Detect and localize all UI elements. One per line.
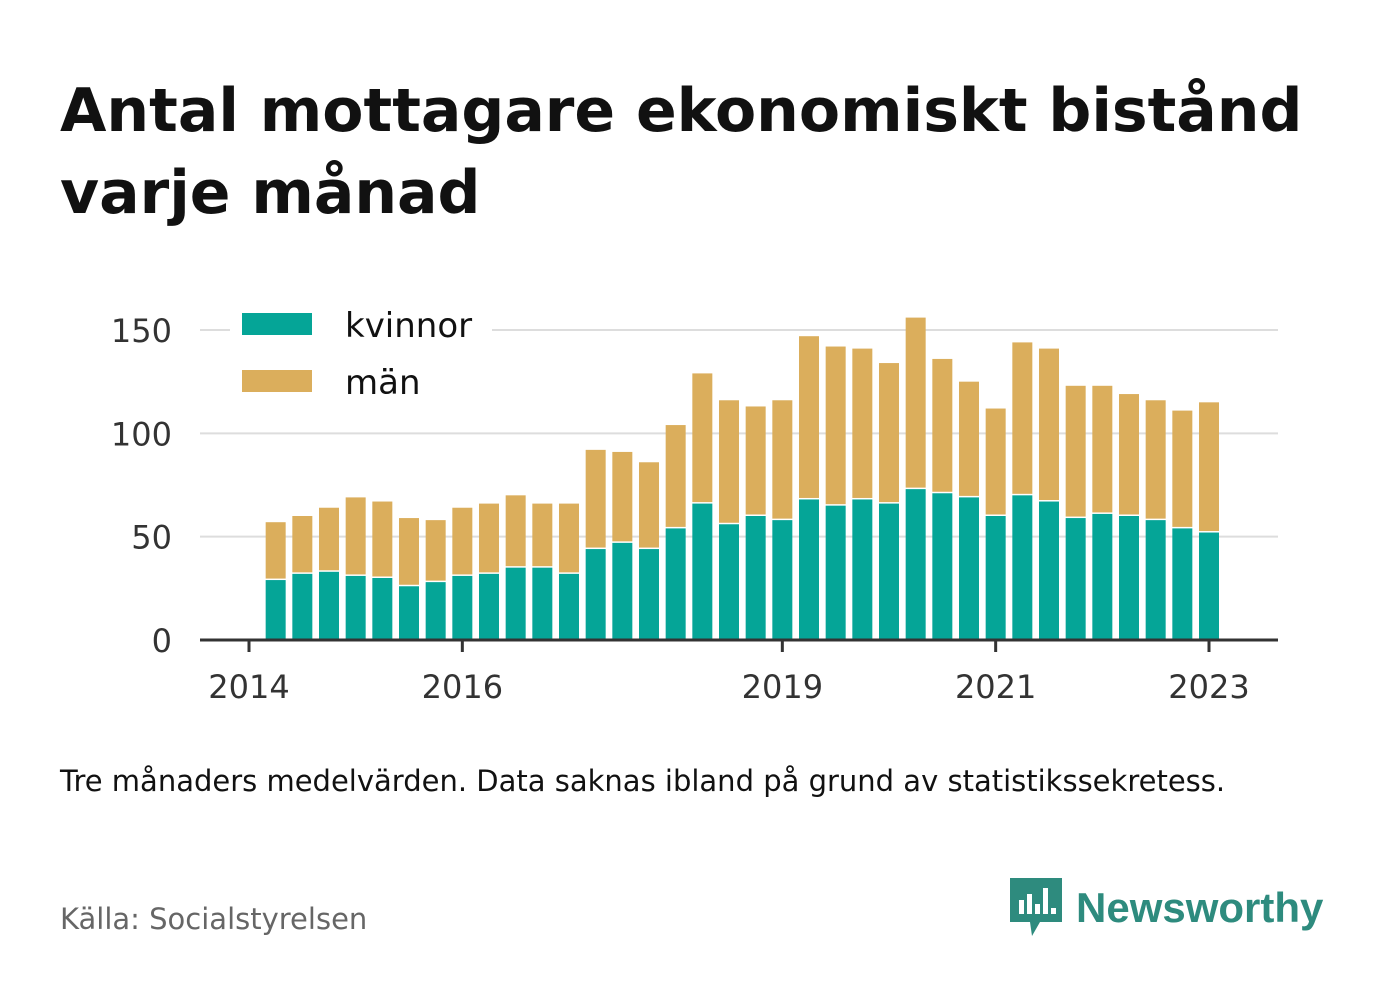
bar-man [559,503,579,573]
bar-man [905,317,926,488]
bar-man [612,451,633,542]
bar-man [719,400,739,523]
bar-kvinnor [905,489,926,640]
legend-swatch-man [242,370,312,392]
bar-kvinnor [1199,532,1219,640]
bar-kvinnor [345,575,366,640]
source-text: Källa: Socialstyrelsen [60,902,368,936]
bar-kvinnor [1145,520,1166,640]
y-tick-label: 50 [131,519,172,557]
bar-kvinnor [772,520,793,640]
bar-kvinnor [665,528,686,640]
bar-kvinnor [452,575,473,640]
x-tick-label: 2023 [1168,668,1249,706]
bar-man [879,363,899,503]
bar-man [425,520,446,581]
bar-man [345,497,366,575]
brand-name: Newsworthy [1076,884,1324,931]
legend: kvinnor män [230,300,492,404]
bar-man [1145,400,1166,519]
legend-swatch-kvinnor [242,313,312,335]
bar-kvinnor [292,573,313,640]
bar-kvinnor [1012,495,1033,640]
bar-kvinnor [959,497,979,640]
bar-man [479,503,499,573]
bar-man [985,408,1006,515]
bar-man [399,518,419,585]
bar-kvinnor [505,567,526,640]
bar-kvinnor [265,580,286,640]
bar-kvinnor [1065,518,1086,640]
bar-kvinnor [425,582,446,640]
bar-man [1119,394,1139,515]
y-tick-label: 0 [152,622,172,660]
x-tick-label: 2021 [955,668,1036,706]
bar-man [319,507,339,571]
bar-man [265,522,286,579]
bar-kvinnor [745,516,766,640]
bar-man [852,348,873,498]
axes: 0 50 100 150 2014 2016 2019 2021 2023 [111,312,1278,706]
bar-kvinnor [799,499,819,640]
bar-kvinnor [985,516,1006,640]
bar-man [665,425,686,527]
bar-kvinnor [639,549,659,640]
bar-man [639,462,659,548]
bar-man [799,336,819,498]
bar-man [745,406,766,515]
x-tick-label: 2014 [208,668,289,706]
bar-kvinnor [399,586,419,640]
bar-kvinnor [1119,516,1139,640]
bar-kvinnor [1092,513,1113,640]
bar-kvinnor [879,503,899,640]
bar-man [1039,348,1059,501]
bars [265,317,1219,640]
legend-label-man: män [345,363,421,403]
bar-man [1172,410,1193,527]
bar-kvinnor [479,573,499,640]
bar-man [1199,402,1219,532]
x-tick-label: 2019 [742,668,823,706]
newsworthy-logo-icon [1010,878,1062,936]
bar-man [1012,342,1033,494]
bar-man [825,346,846,505]
bar-kvinnor [692,503,713,640]
bar-kvinnor [852,499,873,640]
bar-man [1065,385,1086,517]
bar-kvinnor [319,571,339,640]
bar-kvinnor [372,578,393,640]
bar-kvinnor [585,549,606,640]
bar-kvinnor [559,573,579,640]
bar-kvinnor [1039,501,1059,640]
x-tick-label: 2016 [422,668,503,706]
bar-man [1092,385,1113,513]
bar-man [959,381,979,496]
bar-kvinnor [1172,528,1193,640]
bar-man [772,400,793,519]
bar-kvinnor [719,524,739,640]
bar-man [372,501,393,577]
bar-kvinnor [612,542,633,640]
bar-man [692,373,713,503]
bar-man [532,503,553,567]
bar-kvinnor [932,493,953,640]
newsworthy-logo: Newsworthy [1010,878,1323,938]
legend-label-kvinnor: kvinnor [345,306,472,346]
bar-kvinnor [825,505,846,640]
chart-title: Antal mottagare ekonomiskt bistånd varje… [60,76,1303,228]
y-tick-label: 150 [111,312,172,350]
bar-man [932,358,953,492]
bar-man [452,507,473,575]
y-tick-label: 100 [111,415,172,453]
chart-note: Tre månaders medelvärden. Data saknas ib… [60,764,1226,798]
bar-man [505,495,526,567]
bar-kvinnor [532,567,553,640]
bar-man [585,449,606,548]
bar-man [292,516,313,573]
